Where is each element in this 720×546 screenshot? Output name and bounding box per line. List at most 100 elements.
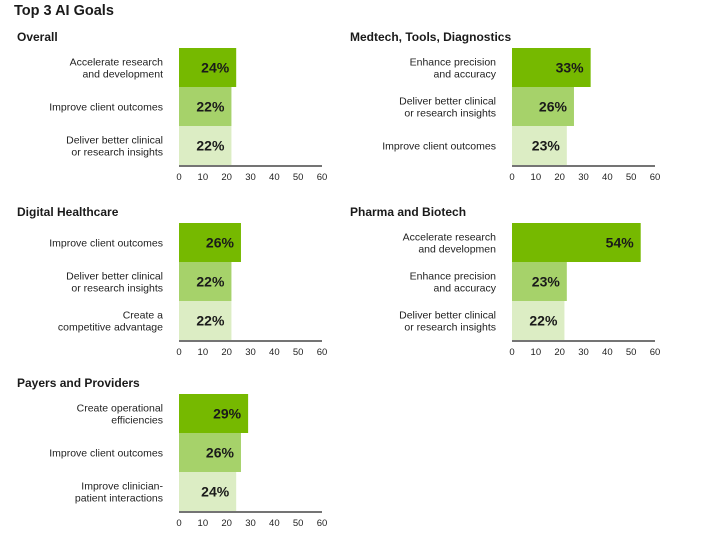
data-label: 26%: [206, 235, 235, 251]
category-label: or research insights: [404, 108, 496, 120]
data-label: 33%: [556, 60, 585, 76]
chart-title: Overall: [17, 30, 58, 44]
x-tick-label: 0: [176, 172, 181, 183]
category-label: or research insights: [71, 147, 163, 159]
chart-panel-digital-healthcare: Digital Healthcare 26% Improve client out…: [14, 205, 354, 375]
chart-title: Medtech, Tools, Diagnostics: [350, 30, 512, 44]
x-tick-label: 60: [317, 347, 328, 358]
data-label: 26%: [206, 445, 235, 461]
category-label: Accelerate research: [70, 57, 164, 69]
x-tick-label: 20: [554, 347, 565, 358]
x-tick-label: 0: [176, 518, 181, 529]
x-tick-label: 50: [293, 518, 304, 529]
x-tick-label: 40: [269, 172, 280, 183]
category-label: Improve clinician-: [81, 481, 163, 493]
data-label: 23%: [532, 274, 561, 290]
data-label: 22%: [196, 138, 225, 154]
category-label: Improve client outcomes: [49, 102, 163, 114]
x-tick-label: 20: [221, 172, 232, 183]
category-label: and developmen: [418, 244, 496, 256]
bar: [512, 223, 641, 262]
category-label: Accelerate research: [403, 232, 497, 244]
category-label: Deliver better clinical: [66, 135, 163, 147]
x-tick-label: 0: [509, 172, 514, 183]
data-label: 29%: [213, 406, 242, 422]
x-tick-label: 30: [245, 347, 256, 358]
bar: [512, 87, 574, 126]
x-tick-label: 40: [602, 172, 613, 183]
x-tick-label: 30: [245, 172, 256, 183]
x-tick-label: 50: [626, 347, 637, 358]
chart-title: Digital Healthcare: [17, 205, 119, 219]
category-label: Enhance precision: [410, 271, 497, 283]
bar: [179, 394, 249, 433]
category-label: patient interactions: [75, 493, 163, 505]
x-tick-label: 20: [554, 172, 565, 183]
data-label: 22%: [529, 313, 558, 329]
x-tick-label: 30: [578, 172, 589, 183]
x-tick-label: 40: [269, 347, 280, 358]
data-label: 22%: [196, 274, 225, 290]
x-tick-label: 20: [221, 347, 232, 358]
category-label: and accuracy: [434, 69, 497, 81]
bar: [179, 301, 232, 340]
x-tick-label: 0: [176, 347, 181, 358]
x-tick-label: 10: [198, 518, 209, 529]
bar: [512, 262, 567, 301]
chart-panel-medtech: Medtech, Tools, Diagnostics 33% Enhance p…: [347, 30, 687, 200]
x-tick-label: 40: [602, 347, 613, 358]
category-label: Improve client outcomes: [49, 448, 163, 460]
x-tick-label: 50: [626, 172, 637, 183]
category-label: Deliver better clinical: [66, 271, 163, 283]
x-tick-label: 40: [269, 518, 280, 529]
chart-panel-overall: Overall 24% Accelerate research and develo…: [14, 30, 354, 200]
data-label: 22%: [196, 99, 225, 115]
x-tick-label: 0: [509, 347, 514, 358]
x-tick-label: 60: [317, 172, 328, 183]
category-label: Create operational: [77, 403, 163, 415]
bar: [179, 48, 237, 87]
category-label: or research insights: [71, 283, 163, 295]
data-label: 54%: [606, 235, 635, 251]
x-tick-label: 10: [198, 172, 209, 183]
x-tick-label: 60: [317, 518, 328, 529]
bar: [179, 223, 241, 262]
bar: [512, 48, 591, 87]
data-label: 23%: [532, 138, 561, 154]
category-label: efficiencies: [111, 415, 163, 427]
category-label: Improve client outcomes: [382, 141, 496, 153]
x-tick-label: 50: [293, 172, 304, 183]
category-label: or research insights: [404, 322, 496, 334]
x-tick-label: 30: [578, 347, 589, 358]
x-tick-label: 10: [531, 172, 542, 183]
bar: [512, 126, 567, 165]
x-tick-label: 10: [198, 347, 209, 358]
x-tick-label: 10: [531, 347, 542, 358]
x-tick-label: 60: [650, 347, 661, 358]
bar: [179, 433, 241, 472]
category-label: Enhance precision: [410, 57, 497, 69]
category-label: Deliver better clinical: [399, 310, 496, 322]
bar: [179, 472, 237, 511]
data-label: 24%: [201, 484, 230, 500]
chart-title: Payers and Providers: [17, 376, 140, 390]
category-label: Create a: [123, 310, 163, 322]
x-tick-label: 50: [293, 347, 304, 358]
bar: [179, 262, 232, 301]
data-label: 22%: [196, 313, 225, 329]
bar: [179, 126, 232, 165]
category-label: Deliver better clinical: [399, 96, 496, 108]
bar: [179, 87, 232, 126]
data-label: 24%: [201, 60, 230, 76]
chart-title: Pharma and Biotech: [350, 205, 467, 219]
category-label: competitive advantage: [58, 322, 163, 334]
category-label: Improve client outcomes: [49, 238, 163, 250]
category-label: and accuracy: [434, 283, 497, 295]
page-title: Top 3 AI Goals: [14, 3, 114, 19]
x-tick-label: 30: [245, 518, 256, 529]
x-tick-label: 20: [221, 518, 232, 529]
